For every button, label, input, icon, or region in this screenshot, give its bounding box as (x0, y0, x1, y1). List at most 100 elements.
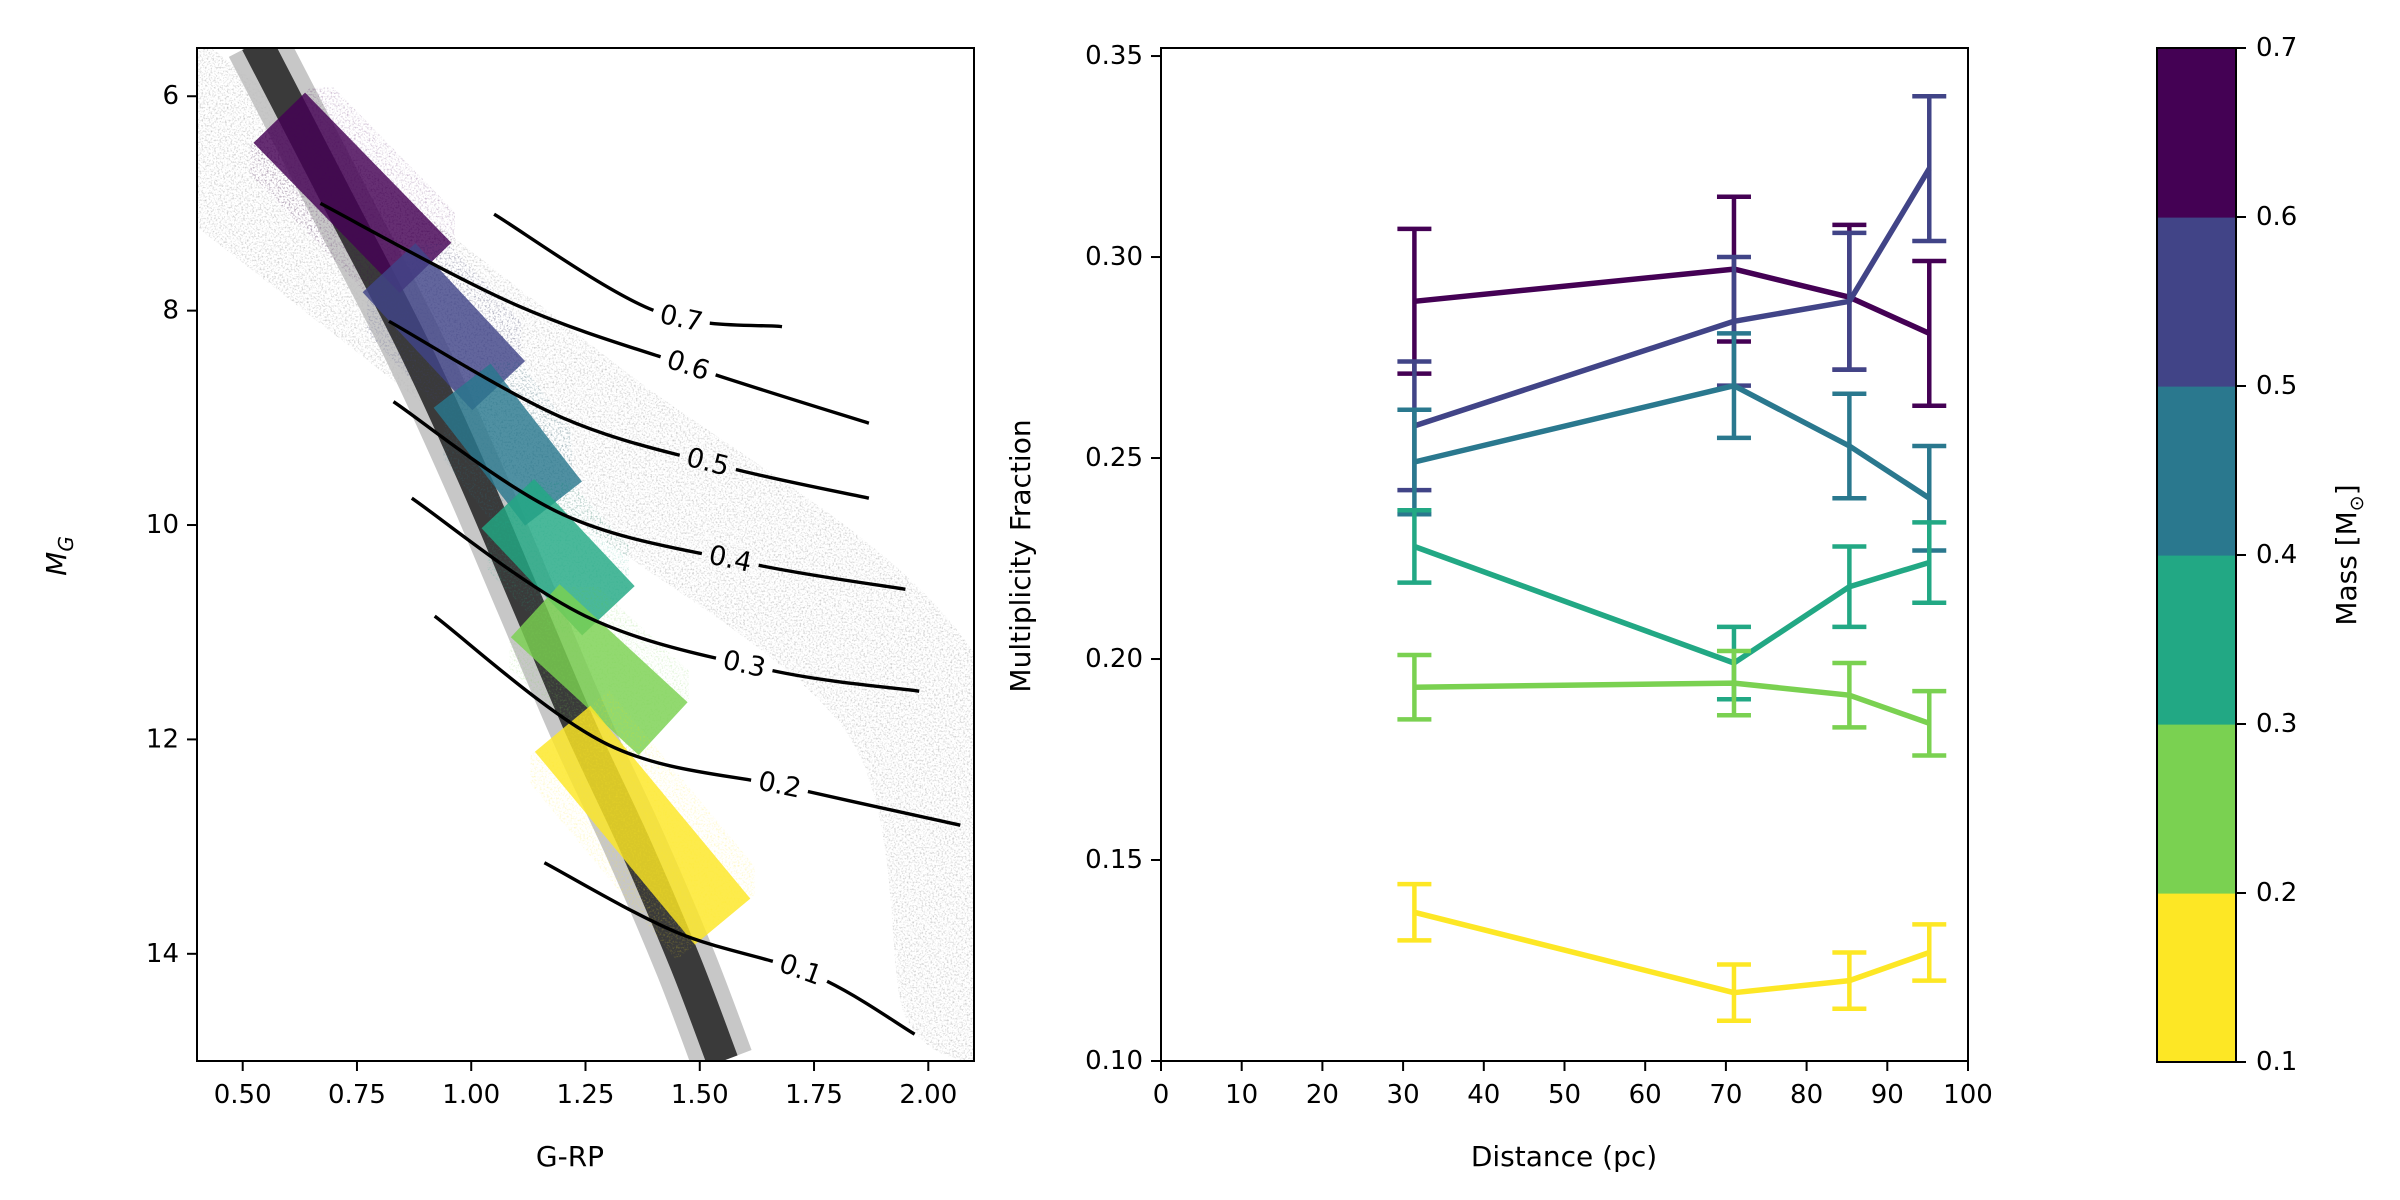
multiplicity-x-tick-label: 100 (1943, 1080, 1993, 1110)
contour-0.5 (388, 319, 870, 500)
multiplicity-y-tick-label: 0.10 (1085, 1046, 1143, 1076)
colorbar-tick-label: 0.7 (2256, 33, 2297, 63)
error-bar (1832, 391, 1867, 501)
series-line (1413, 167, 1932, 429)
multiplicity-x-tick-label: 50 (1548, 1080, 1581, 1110)
colorbar-tick-label: 0.5 (2256, 371, 2297, 401)
error-bar (1397, 508, 1432, 585)
colorbar-block (2157, 48, 2236, 218)
error-bar (1832, 950, 1867, 1011)
series-0.3-0.4 (1397, 508, 1947, 702)
multiplicity-x-tick-label: 0 (1153, 1080, 1170, 1110)
multiplicity-axes-frame (1160, 47, 1969, 1062)
cmd-x-tick-label: 0.75 (328, 1080, 386, 1110)
error-bar (1397, 881, 1432, 943)
colorbar-tick-label: 0.1 (2256, 1047, 2297, 1077)
colorbar-block (2157, 217, 2236, 387)
multiplicity-x-tick-label: 30 (1387, 1080, 1420, 1110)
colorbar-tick-label: 0.6 (2256, 202, 2297, 232)
cmd-x-tick-label: 1.00 (442, 1080, 500, 1110)
cmd-x-ticks: 0.50 0.75 1.00 1.25 1.50 1.75 2.00 (214, 1061, 957, 1110)
cmd-y-tick-label: 14 (146, 939, 179, 969)
cmd-x-tick-label: 2.00 (899, 1080, 957, 1110)
mass-band-5 (534, 705, 751, 945)
error-bar (1832, 660, 1867, 730)
contour-label-0.7: 0.7 (657, 299, 705, 338)
series-0.6-0.7 (1397, 194, 1947, 409)
multiplicity-y-tick-label: 0.20 (1085, 644, 1143, 674)
series-line (1413, 543, 1931, 666)
colorbar-block (2157, 555, 2236, 725)
cmd-x-tick-label: 1.75 (785, 1080, 843, 1110)
cmd-y-tick-label: 8 (162, 296, 179, 326)
error-bar (1912, 93, 1947, 244)
colorbar-tick-label: 0.2 (2256, 878, 2297, 908)
colorbar-tick-label: 0.3 (2256, 709, 2297, 739)
colorbar-ticks: 0.1 0.2 0.3 0.4 0.5 0.6 0.7 (2236, 33, 2297, 1077)
cmd-plot-area: 0.70.60.50.40.30.20.1 (197, 48, 974, 1061)
multiplicity-plot-area (1397, 93, 1947, 1024)
multiplicity-y-tick-label: 0.30 (1085, 242, 1143, 272)
contour-label-0.3: 0.3 (720, 645, 769, 685)
multiplicity-x-tick-label: 80 (1790, 1080, 1823, 1110)
contour-0.4 (392, 400, 906, 591)
multiplicity-x-tick-label: 40 (1467, 1080, 1500, 1110)
error-bar (1716, 962, 1751, 1024)
error-bar (1716, 331, 1751, 441)
cmd-y-tick-label: 10 (146, 510, 179, 540)
series-line (1414, 680, 1931, 726)
contour-label-0.1: 0.1 (775, 948, 826, 992)
error-bar (1912, 520, 1947, 605)
multiplicity-y-tick-label: 0.35 (1085, 41, 1143, 71)
multiplicity-x-tick-label: 90 (1871, 1080, 1904, 1110)
cmd-y-ticks: 6 8 10 12 14 (146, 81, 197, 969)
multiplicity-x-tick-label: 60 (1629, 1080, 1662, 1110)
error-bar (1397, 407, 1432, 517)
colorbar-block (2157, 724, 2236, 894)
contour-label-0.6: 0.6 (663, 344, 713, 387)
mass-colorbar: 0.1 0.2 0.3 0.4 0.5 0.6 0.7 Mass [M⊙] (2156, 33, 2368, 1077)
contour-0.1 (543, 861, 916, 1036)
cmd-y-tick-label: 12 (146, 724, 179, 754)
multiplicity-y-axis-label: Multiplicity Fraction (1004, 419, 1037, 692)
multiplicity-y-tick-label: 0.25 (1085, 443, 1143, 473)
cmd-x-axis-label: G-RP (536, 1140, 604, 1173)
multiplicity-panel: 0 10 20 30 40 50 60 70 80 90 100 0.100.150.200.250… (1004, 41, 1993, 1173)
multiplicity-x-tick-label: 70 (1709, 1080, 1742, 1110)
colorbar-blocks (2157, 48, 2236, 1063)
cmd-x-tick-label: 1.50 (671, 1080, 729, 1110)
cmd-y-tick-label: 6 (162, 81, 179, 111)
error-bar (1832, 544, 1867, 630)
series-line (1414, 266, 1931, 336)
contour-label-0.2: 0.2 (755, 766, 803, 805)
multiplicity-y-ticks: 0.10 0.15 0.20 0.25 0.30 0.35 (1085, 41, 1161, 1076)
error-bar (1716, 648, 1751, 718)
error-bar (1912, 688, 1947, 758)
colorbar-tick-label: 0.4 (2256, 540, 2297, 570)
contour-0.6 (319, 201, 870, 425)
multiplicity-y-tick-label: 0.15 (1085, 845, 1143, 875)
series-line (1413, 382, 1931, 501)
mass-band-4 (510, 584, 688, 756)
multiplicity-x-tick-label: 10 (1225, 1080, 1258, 1110)
error-bar (1912, 922, 1947, 983)
series-0.1-0.2 (1397, 881, 1947, 1024)
colorbar-block (2157, 386, 2236, 556)
cmd-x-tick-label: 1.25 (557, 1080, 615, 1110)
error-bar (1832, 230, 1867, 372)
multiplicity-x-tick-label: 20 (1306, 1080, 1339, 1110)
contour-0.7 (493, 212, 783, 329)
cmd-y-axis-label: MG (40, 536, 78, 576)
contour-0.3 (410, 496, 920, 693)
multiplicity-x-ticks: 0 10 20 30 40 50 60 70 80 90 100 (1153, 1061, 1993, 1110)
cmd-x-tick-label: 0.50 (214, 1080, 272, 1110)
series-0.4-0.5 (1397, 331, 1947, 553)
multiplicity-x-axis-label: Distance (pc) (1471, 1140, 1657, 1173)
colorbar-label: Mass [M⊙] (2330, 484, 2368, 625)
series-0.2-0.3 (1397, 648, 1947, 758)
series-line (1413, 909, 1931, 996)
error-bar (1397, 652, 1432, 722)
colorbar-block (2157, 893, 2236, 1063)
error-bar (1912, 258, 1947, 409)
